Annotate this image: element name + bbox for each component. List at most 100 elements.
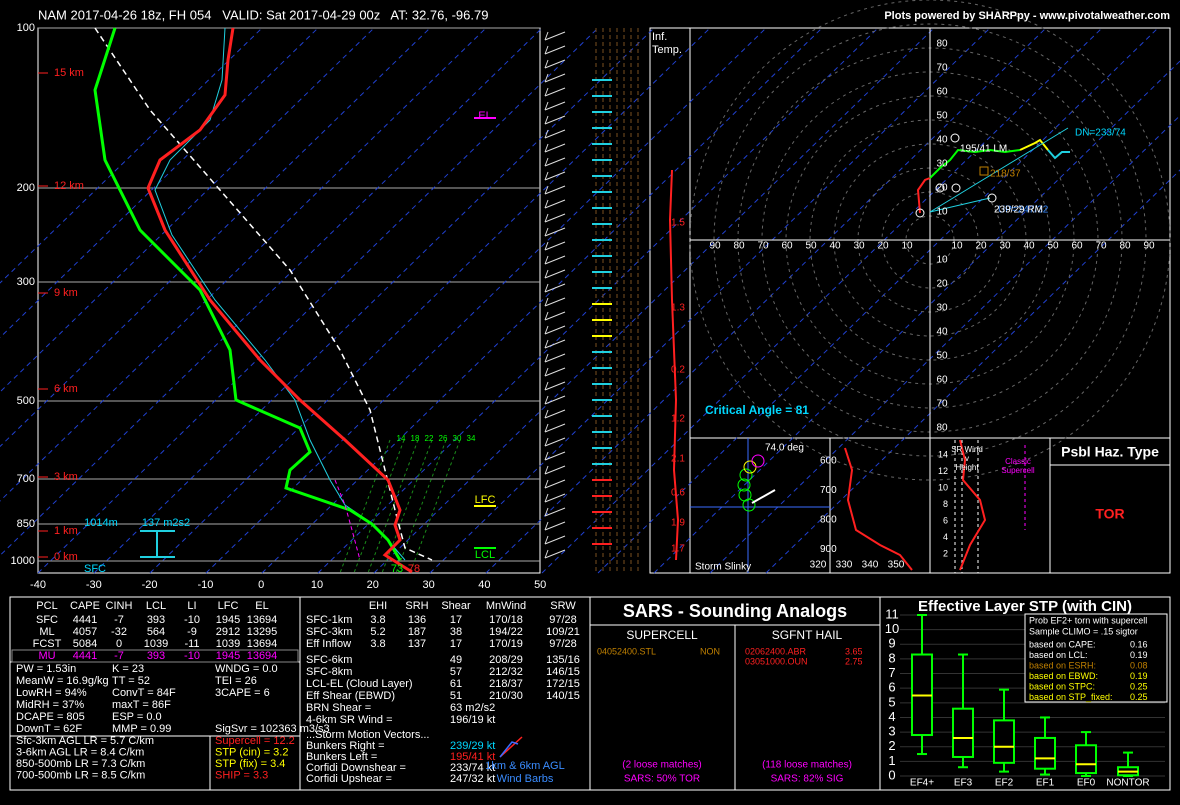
parcel-cell: MU bbox=[38, 650, 55, 662]
storm-title: ...Storm Motion Vectors... bbox=[306, 729, 430, 741]
inferred-value: 1.2 bbox=[671, 414, 685, 425]
composite: STP (cin) = 3.2 bbox=[215, 746, 288, 758]
wh-trace bbox=[959, 439, 987, 571]
kin-cell: 136 bbox=[408, 614, 426, 626]
kin-cell: 172/15 bbox=[546, 678, 580, 690]
isotherm bbox=[541, 27, 1103, 574]
hodo-tick: 90 bbox=[709, 241, 721, 252]
wind-barb bbox=[544, 479, 566, 489]
slinky-ring bbox=[739, 468, 753, 482]
hodo-tick: 40 bbox=[829, 241, 841, 252]
stp-tick: 3 bbox=[888, 724, 895, 739]
legend-value: 0.25 bbox=[1130, 681, 1148, 691]
sr-pressure: 800 bbox=[820, 515, 837, 526]
temperature-trace bbox=[146, 27, 413, 574]
slinky-angle: 74.0 deg bbox=[765, 443, 804, 454]
legend-value: 0.19 bbox=[1130, 671, 1148, 681]
plot-traces bbox=[0, 0, 1180, 758]
kin-cell: 3.8 bbox=[370, 614, 385, 626]
isotherm bbox=[0, 27, 263, 284]
index: 3CAPE = 6 bbox=[215, 687, 270, 699]
header-title: NAM 2017-04-26 18z, FH 054 VALID: Sat 20… bbox=[38, 7, 488, 22]
wind-barb bbox=[544, 87, 566, 97]
wind-barb bbox=[544, 535, 549, 545]
wh-title: v bbox=[965, 454, 969, 463]
pressure-label: 300 bbox=[17, 276, 35, 288]
sars-match: NON bbox=[700, 646, 720, 656]
header-credit: Plots powered by SHARPpy - www.pivotalwe… bbox=[884, 10, 1170, 22]
isotherm bbox=[373, 27, 935, 574]
sr-speed: 340 bbox=[862, 560, 879, 571]
table-header: SRW bbox=[550, 600, 576, 612]
pressure-label: 1000 bbox=[11, 555, 35, 567]
sars-heading: SGFNT HAIL bbox=[772, 628, 843, 642]
table-header: EL bbox=[255, 600, 268, 612]
legend-row: based on STPC: bbox=[1029, 681, 1095, 691]
sars-match: 3.65 bbox=[845, 646, 863, 656]
kin-cell: 210/30 bbox=[489, 690, 523, 702]
wind-barb bbox=[544, 367, 549, 377]
hodo-tick: 70 bbox=[757, 241, 769, 252]
sfc-temperature: 78 bbox=[408, 563, 420, 575]
wind-barb bbox=[544, 451, 566, 461]
box bbox=[1034, 736, 1056, 770]
wind-barb bbox=[544, 521, 566, 531]
hodo-tick: 60 bbox=[781, 241, 793, 252]
sr-pressure: 600 bbox=[820, 456, 837, 467]
barb-icon bbox=[499, 736, 523, 758]
height-tick: 2 bbox=[943, 548, 948, 558]
wind-barb bbox=[544, 549, 566, 559]
sr-speed: 350 bbox=[888, 560, 905, 571]
isotherm bbox=[317, 27, 879, 574]
wind-barb bbox=[544, 157, 566, 167]
wind-barb bbox=[544, 409, 549, 419]
height-label: 12 km bbox=[54, 180, 84, 192]
index: MeanW = 16.9g/kg bbox=[16, 675, 109, 687]
wind-barb bbox=[544, 269, 549, 279]
wind-barb bbox=[544, 185, 549, 195]
parcel-cell: 1945 bbox=[216, 650, 240, 662]
hodo-tick: 10 bbox=[901, 241, 913, 252]
kin-label: LCL-EL (Cloud Layer) bbox=[306, 678, 413, 690]
stp-tick: 6 bbox=[888, 680, 895, 695]
inferred-value: 1.5 bbox=[671, 218, 685, 229]
hodo-tick: 60 bbox=[1071, 241, 1083, 252]
wind-barb bbox=[544, 87, 549, 97]
panel-frames bbox=[9, 27, 1171, 791]
wind-barb bbox=[544, 311, 566, 321]
hodo-tick: 70 bbox=[936, 63, 948, 74]
kin-value: 63 m2/s2 bbox=[450, 702, 495, 714]
storm-value: 247/32 kt bbox=[450, 773, 495, 785]
parcel-cell: 4441 bbox=[73, 650, 97, 662]
hodo-trace bbox=[929, 148, 1021, 179]
stp-category: EF0 bbox=[1077, 778, 1096, 789]
parcel-cell: -10 bbox=[184, 614, 200, 626]
height-tick: 6 bbox=[943, 515, 948, 525]
parcel-cell: 4441 bbox=[73, 614, 97, 626]
wind-barb bbox=[544, 143, 566, 153]
stp-tick: 4 bbox=[888, 709, 895, 724]
composite: SHIP = 3.3 bbox=[215, 769, 268, 781]
hodo-tick: 20 bbox=[877, 241, 889, 252]
legend-value: 0.16 bbox=[1130, 639, 1148, 649]
kin-cell: 212/32 bbox=[489, 666, 523, 678]
isotherm bbox=[709, 114, 1180, 574]
wind-barb bbox=[544, 339, 549, 349]
wind-barb bbox=[544, 493, 549, 503]
wind-barb bbox=[544, 283, 566, 293]
sr-speed: 330 bbox=[836, 560, 853, 571]
kin-label: SFC-1km bbox=[306, 614, 352, 626]
composite: Supercell = 12.2 bbox=[215, 735, 295, 747]
hazard-type: TOR bbox=[1095, 506, 1124, 522]
hodo-tick: 10 bbox=[936, 207, 948, 218]
wind-barb bbox=[544, 101, 566, 111]
index: TT = 52 bbox=[112, 675, 150, 687]
wind-barb bbox=[544, 437, 549, 447]
kin-cell: 140/15 bbox=[546, 690, 580, 702]
parcel-cell: -9 bbox=[187, 626, 197, 638]
height-tick: 14 bbox=[938, 449, 948, 459]
temperature-label: -40 bbox=[30, 579, 46, 591]
storm-value: 239/29 kt bbox=[450, 740, 495, 752]
sars-title: SARS - Sounding Analogs bbox=[623, 601, 847, 621]
parcel-cell: -7 bbox=[114, 650, 124, 662]
